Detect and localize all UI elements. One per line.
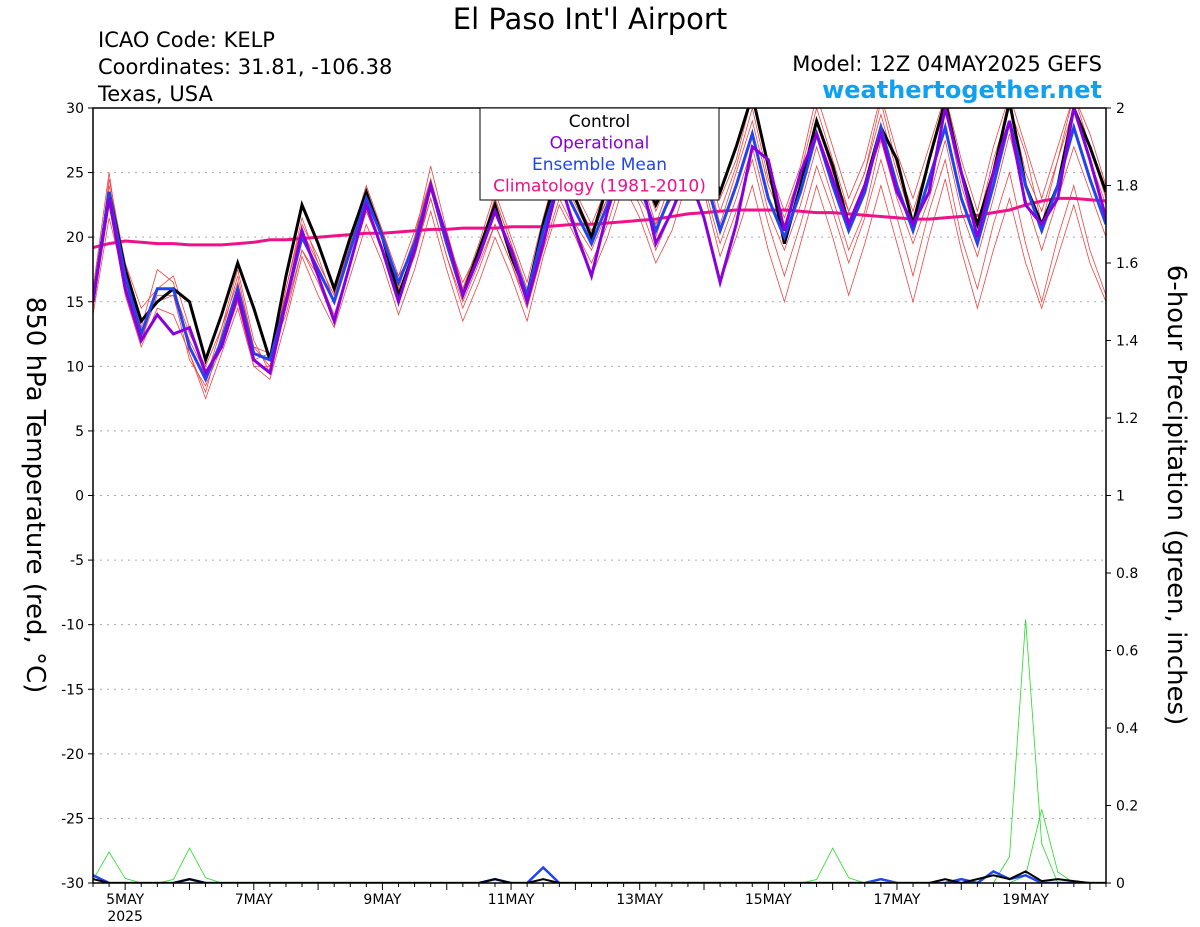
x-tick-label: 9MAY: [363, 892, 401, 908]
x-tick-label: 19MAY: [1002, 892, 1049, 908]
x-tick-label: 11MAY: [488, 892, 535, 908]
legend-entry: Ensemble Mean: [532, 155, 667, 175]
y-tick-label: 0: [75, 489, 84, 505]
x-tick-label: 7MAY: [235, 892, 273, 908]
coordinates: Coordinates: 31.81, -106.38: [98, 55, 393, 79]
y-tick-label: -15: [61, 682, 84, 698]
y-tick-label: 20: [66, 230, 84, 246]
site-link[interactable]: weathertogether.net: [822, 76, 1102, 104]
legend-entry: Control: [569, 112, 630, 132]
y-tick-label: 25: [66, 166, 84, 182]
y2-axis-label: 6-hour Precipitation (green, inches): [1161, 265, 1191, 725]
y-tick-label: -25: [61, 811, 84, 827]
y-tick-label: -5: [70, 553, 84, 569]
member-precip-line: [93, 851, 1106, 883]
y2-tick-label: 1.2: [1116, 411, 1138, 427]
icao-code: ICAO Code: KELP: [98, 28, 275, 52]
plot-area: [93, 108, 1106, 883]
member-temp-line: [93, 108, 1106, 368]
y-tick-label: -20: [61, 747, 84, 763]
y-tick-label: 5: [75, 424, 84, 440]
y2-tick-label: 2: [1116, 101, 1125, 117]
y2-tick-label: 0.6: [1116, 644, 1138, 660]
y2-tick-label: 0.4: [1116, 721, 1138, 737]
chart-title: El Paso Int'l Airport: [452, 2, 728, 36]
x-tick-label: 17MAY: [873, 892, 920, 908]
member-precip-line: [93, 847, 1106, 883]
x-tick-label: 13MAY: [616, 892, 663, 908]
y2-tick-label: 0.8: [1116, 566, 1138, 582]
y2-tick-label: 1.8: [1116, 179, 1138, 195]
y2-tick-label: 1: [1116, 489, 1125, 505]
legend-entry: Operational: [550, 134, 650, 154]
y-axis-label: 850 hPa Temperature (red, °C): [20, 297, 50, 694]
y2-tick-label: 0: [1116, 876, 1125, 892]
x-tick-label: 15MAY: [745, 892, 792, 908]
y2-tick-label: 1.6: [1116, 256, 1138, 272]
y-tick-label: -10: [61, 618, 84, 634]
model-run: Model: 12Z 04MAY2025 GEFS: [792, 52, 1102, 76]
x-tick-sublabel: 2025: [107, 909, 143, 925]
legend-entry: Climatology (1981-2010): [493, 177, 706, 197]
member-precip-line: [93, 809, 1106, 883]
legend-box: [479, 107, 720, 201]
y-tick-label: 30: [66, 101, 84, 117]
member-temp-line: [93, 177, 1106, 400]
x-tick-label: 5MAY: [106, 892, 144, 908]
control-precip-line: [93, 870, 1106, 883]
y2-tick-label: 0.2: [1116, 799, 1138, 815]
member-precip-line: [93, 619, 1106, 883]
region-label: Texas, USA: [98, 82, 213, 106]
member-precip-line: [93, 847, 1106, 883]
y-tick-label: 15: [66, 295, 84, 311]
operational-line: [93, 108, 1106, 377]
y-tick-label: -30: [61, 876, 84, 892]
y2-tick-label: 1.4: [1116, 334, 1138, 350]
control-line: [93, 108, 1106, 365]
y-tick-label: 10: [66, 359, 84, 375]
